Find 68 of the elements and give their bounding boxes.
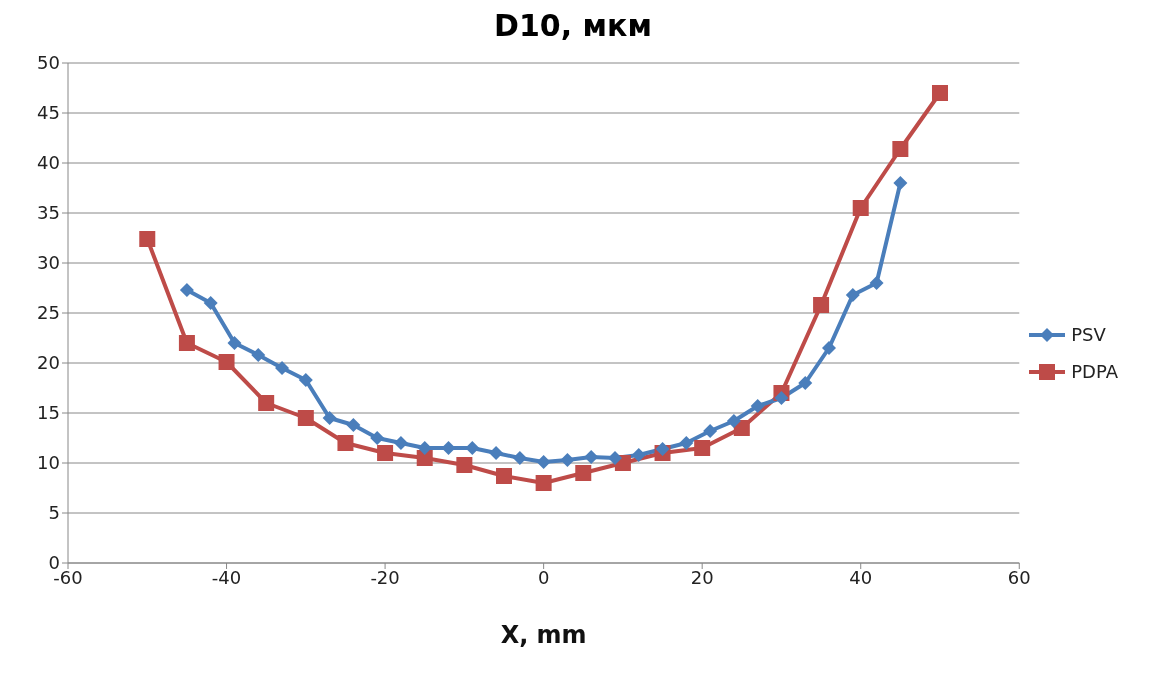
x-tick-label: 60 (1007, 566, 1031, 588)
point (275, 361, 290, 375)
point (178, 335, 195, 351)
point (512, 451, 527, 465)
point (417, 441, 432, 455)
point (346, 418, 361, 432)
point (258, 395, 275, 411)
point (560, 453, 575, 467)
point (774, 391, 789, 405)
point (297, 410, 314, 426)
y-tick-label: 5 (48, 502, 60, 524)
point (852, 200, 869, 216)
point (251, 348, 266, 362)
y-tick-label: 35 (37, 202, 60, 224)
point (931, 85, 948, 101)
point (679, 436, 694, 450)
point (813, 297, 830, 313)
point (536, 455, 551, 469)
y-tick-label: 40 (37, 152, 60, 174)
legend-label: PDPA (1071, 361, 1118, 382)
point (631, 448, 646, 462)
x-axis-title: X, mm (500, 621, 587, 649)
point (218, 354, 235, 370)
y-tick-label: 20 (37, 352, 60, 374)
point (726, 414, 741, 428)
point (441, 441, 456, 455)
point (370, 431, 385, 445)
point (322, 411, 337, 425)
point (179, 283, 194, 297)
x-tick-label: -20 (370, 566, 400, 588)
point (822, 341, 837, 355)
point (227, 336, 242, 350)
point (377, 445, 394, 461)
point (337, 435, 354, 451)
point (456, 457, 473, 473)
point (139, 231, 156, 247)
x-tick-label: 20 (690, 566, 714, 588)
x-tick-label: 0 (537, 566, 550, 588)
y-tick-label: 30 (37, 252, 60, 274)
point (869, 276, 884, 290)
point (535, 475, 552, 491)
point (892, 141, 909, 157)
point (203, 296, 218, 310)
y-tick-label: 10 (37, 452, 60, 474)
point (750, 399, 765, 413)
y-tick-label: 45 (37, 102, 60, 124)
x-tick-label: 40 (849, 566, 873, 588)
point (584, 450, 599, 464)
point (465, 441, 480, 455)
point (893, 176, 908, 190)
y-tick-label: 15 (37, 402, 60, 424)
chart-title: D10, мкм (493, 8, 653, 43)
point (496, 468, 512, 484)
legend-label: PSV (1071, 324, 1106, 345)
y-tick-label: 50 (37, 52, 60, 74)
point (575, 465, 592, 481)
point (694, 440, 711, 456)
point (607, 451, 622, 465)
x-tick-label: -40 (211, 566, 242, 588)
point (489, 446, 504, 460)
point (655, 442, 670, 456)
point (798, 376, 813, 390)
point (845, 288, 860, 302)
point (703, 424, 718, 438)
point (298, 373, 313, 387)
y-tick-label: 25 (37, 302, 60, 324)
point (393, 436, 408, 450)
point (416, 450, 433, 466)
